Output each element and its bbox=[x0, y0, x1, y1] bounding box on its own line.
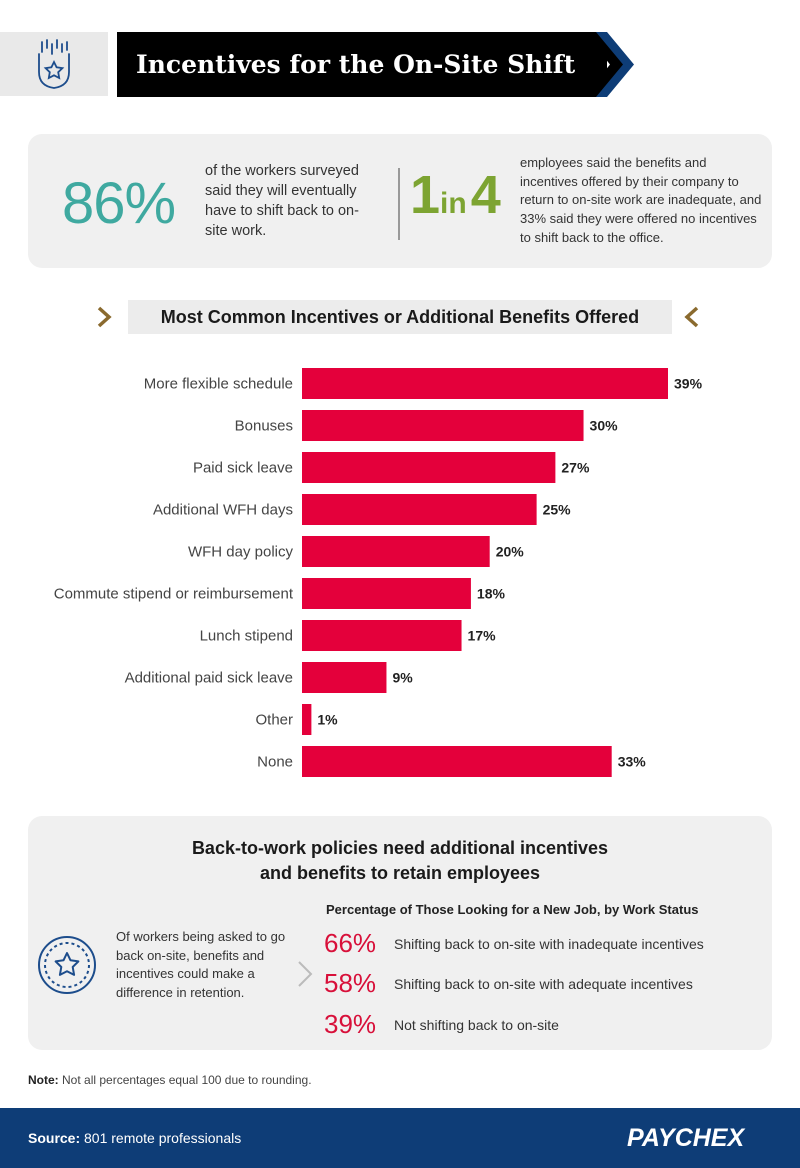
page-title: Incentives for the On-Site Shift bbox=[117, 32, 607, 97]
stat-86-value: 86% bbox=[62, 171, 176, 236]
bar bbox=[302, 368, 668, 399]
title-chevron-icon bbox=[588, 32, 634, 97]
value-label: 33% bbox=[618, 754, 647, 770]
stat-1in4-text: employees said the benefits and incentiv… bbox=[520, 155, 762, 245]
category-label: Commute stipend or reimbursement bbox=[54, 586, 294, 603]
retention-row: 58% Shifting back to on-site with adequat… bbox=[324, 968, 693, 999]
value-label: 17% bbox=[468, 628, 497, 644]
source-text: 801 remote professionals bbox=[84, 1130, 242, 1146]
header-icon-box bbox=[0, 32, 108, 96]
paychex-logo: PAYCHEX bbox=[627, 1124, 745, 1152]
category-label: Bonuses bbox=[235, 418, 293, 435]
category-label: Additional WFH days bbox=[153, 502, 293, 519]
category-label: Lunch stipend bbox=[200, 628, 293, 645]
source-line: Source: 801 remote professionals bbox=[28, 1130, 241, 1146]
chevron-right-icon bbox=[97, 306, 112, 328]
retention-row: 39% Not shifting back to on-site bbox=[324, 1009, 559, 1040]
note-label: Note: bbox=[28, 1073, 59, 1087]
category-label: None bbox=[257, 754, 293, 771]
retention-heading-line2: and benefits to retain employees bbox=[259, 863, 541, 883]
retention-pct: 39% bbox=[324, 1009, 377, 1039]
category-label: More flexible schedule bbox=[144, 376, 293, 393]
bar bbox=[302, 536, 490, 567]
bar bbox=[302, 578, 471, 609]
incentives-bar-chart: More flexible schedule 39% Bonuses 30% Paid … bbox=[54, 368, 703, 777]
star-badge-icon bbox=[38, 39, 70, 89]
stats-panel: 86% of the workers surveyed said they wi… bbox=[28, 134, 772, 268]
stat-86-text: of the workers surveyed said they will e… bbox=[205, 163, 359, 239]
retention-pct: 58% bbox=[324, 968, 377, 998]
retention-label: Not shifting back to on-site bbox=[394, 1016, 559, 1033]
chevron-right-icon bbox=[298, 961, 313, 987]
value-label: 20% bbox=[496, 544, 525, 560]
value-label: 9% bbox=[392, 670, 413, 686]
retention-subheading: Percentage of Those Looking for a New Jo… bbox=[326, 902, 699, 917]
bar bbox=[302, 452, 556, 483]
category-label: Paid sick leave bbox=[193, 460, 293, 477]
category-label: Additional paid sick leave bbox=[125, 670, 293, 687]
retention-row: 66% Shifting back to on-site with inadequ… bbox=[324, 928, 704, 959]
retention-label: Shifting back to on-site with adequate i… bbox=[394, 975, 693, 992]
value-label: 18% bbox=[477, 586, 506, 602]
retention-heading-line1: Back-to-work policies need additional in… bbox=[191, 838, 609, 858]
category-label: Other bbox=[255, 712, 293, 729]
retention-label: Shifting back to on-site with inadequate… bbox=[394, 935, 704, 952]
retention-panel: Back-to-work policies need additional in… bbox=[28, 816, 772, 1050]
retention-heading: Back-to-work policies need additional in… bbox=[28, 836, 772, 886]
note-text: Not all percentages equal 100 due to rou… bbox=[62, 1073, 312, 1087]
value-label: 25% bbox=[543, 502, 572, 518]
value-label: 27% bbox=[561, 460, 590, 476]
retention-pct: 66% bbox=[324, 928, 377, 958]
stat-1in4-num: 1 bbox=[410, 165, 440, 225]
chevron-left-icon bbox=[684, 306, 699, 328]
category-label: WFH day policy bbox=[188, 544, 294, 561]
bar bbox=[302, 662, 387, 693]
chart-title: Most Common Incentives or Additional Ben… bbox=[128, 300, 672, 334]
footer-bar: Source: 801 remote professionals PAYCHEX bbox=[0, 1108, 800, 1168]
bar bbox=[302, 746, 612, 777]
bar bbox=[302, 704, 312, 735]
stat-1in4-in: in bbox=[440, 187, 467, 220]
source-label: Source: bbox=[28, 1130, 81, 1146]
stat-1in4-den: 4 bbox=[470, 165, 501, 225]
retention-description: Of workers being asked to go back on-sit… bbox=[116, 929, 286, 1001]
value-label: 39% bbox=[674, 376, 703, 392]
stat-1in4-value: 1in4 bbox=[410, 164, 501, 226]
bar bbox=[302, 494, 537, 525]
value-label: 1% bbox=[317, 712, 338, 728]
stats-divider bbox=[398, 168, 400, 240]
footnote: Note: Not all percentages equal 100 due … bbox=[28, 1073, 312, 1087]
value-label: 30% bbox=[590, 418, 619, 434]
star-circle-icon bbox=[38, 936, 96, 994]
bar bbox=[302, 620, 462, 651]
bar bbox=[302, 410, 584, 441]
